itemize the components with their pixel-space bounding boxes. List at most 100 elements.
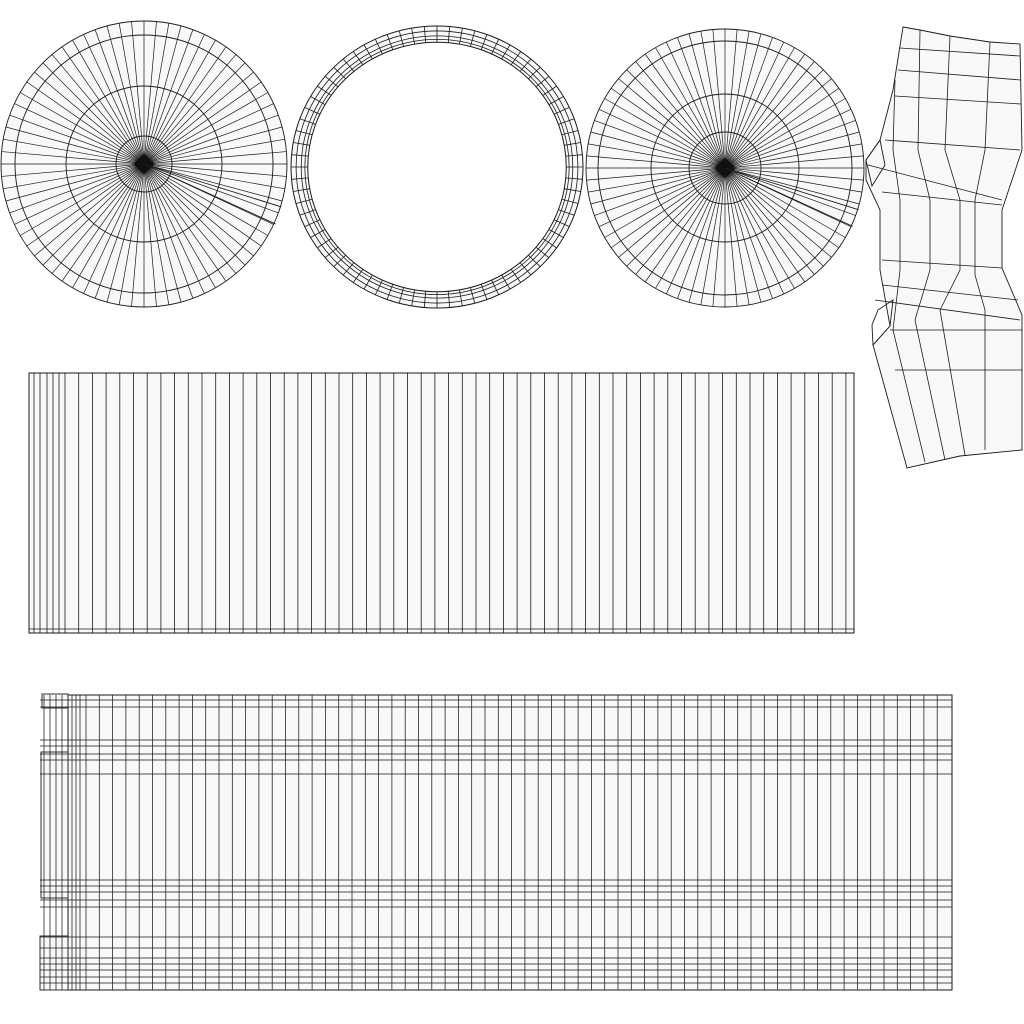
disc-spoke [635,170,723,275]
disc-spoke [655,171,724,289]
disc-spoke [118,23,144,161]
ring-segment [299,118,316,125]
disc-spoke [655,47,724,165]
ring-segment [542,238,557,249]
disc-spoke [147,151,287,165]
disc-spoke [106,167,144,303]
disc-spoke [728,108,852,167]
strip-cross-edge [874,299,1021,321]
ring-segment [470,30,476,47]
disc-spoke [147,92,269,163]
disc-spoke [51,54,142,162]
disc-spoke [146,62,246,162]
ring-segment [333,254,346,267]
strip-edge-flow [892,79,926,463]
disc-spoke [610,170,722,249]
ring-segment [291,154,309,157]
disc-spoke [590,168,722,205]
disc-spoke [727,69,824,166]
disc-spoke [726,171,795,289]
disc-spoke [94,29,143,161]
ring-segment [528,67,541,80]
ring-segment [304,107,321,115]
ring-segment [565,177,583,180]
strip-cross-edge [867,164,1003,201]
ring-segment [374,279,383,295]
disc-spoke [712,29,726,165]
disc-spoke [144,25,182,161]
disc-spoke [19,165,141,236]
ring-segment [342,262,355,276]
disc-spoke [728,98,846,167]
disc-spoke [727,171,806,283]
disc-hub-lobe [721,170,729,178]
ring-segment [501,274,511,290]
strip-notch-upper [865,138,886,188]
disc-spoke [726,41,785,165]
ring-segment [519,58,532,72]
ring-segment [411,289,415,306]
ring-segment [310,229,326,238]
disc-spoke [588,143,722,168]
ring-segment [558,118,575,125]
ring-segment [459,289,463,306]
ring-segment [564,142,581,146]
disc-spoke [728,169,856,216]
disc-spoke [61,167,142,282]
disc-hub-lobe [140,154,148,162]
disc-spoke [147,126,283,164]
ring-segment [470,287,476,304]
disc-spoke [51,166,142,274]
disc-spoke [145,39,216,161]
disc-spoke [146,167,227,282]
disc-spoke [147,114,279,163]
disc-spoke [147,163,287,177]
disc-spoke [147,164,285,190]
disc-spoke [147,138,285,164]
disc-spoke [61,46,142,161]
disc-spoke [14,103,141,163]
disc-spoke [26,81,141,162]
disc-spoke [727,61,815,166]
disc-spoke [131,21,145,161]
disc-spoke [594,169,722,216]
disc-spoke [146,166,246,266]
ring-segment [293,188,310,192]
disc-spoke [727,170,832,258]
disc-spoke [83,167,143,294]
grid-bottom-tab-low [39,935,69,991]
disc-spoke [118,167,144,305]
ring-segment [386,284,394,300]
disc-spoke [146,166,254,257]
disc-hub-lobe [140,166,148,174]
disc-spoke [586,155,722,169]
strip-cross-edge [899,47,1021,57]
ring-segment [374,39,383,55]
disc-spoke [728,169,846,238]
ring-segment [398,30,404,47]
disc-spoke [665,171,724,295]
strip-cross-edge [894,95,1022,105]
disc-spoke [147,81,262,162]
disc-spoke [728,167,864,181]
disc-spoke [618,78,723,166]
strip-cross-edge [897,69,1022,81]
disc-spoke [144,167,182,303]
disc-spoke [143,21,157,161]
ring-segment [317,238,332,249]
ring-segment [565,154,583,157]
disc-spoke [145,167,194,299]
disc-spoke [700,31,725,165]
disc-spoke [725,171,762,303]
disc-spoke [147,103,274,163]
disc-spoke [146,54,237,162]
ring-segment [510,51,522,66]
disc-hub-lobe [715,164,723,172]
disc-spoke [9,165,141,214]
disc-spoke [727,53,806,165]
grid-bottom-tab-mid [40,751,69,899]
disc-spoke [644,53,723,165]
disc-spoke [14,165,141,225]
ring-segment [447,291,451,308]
